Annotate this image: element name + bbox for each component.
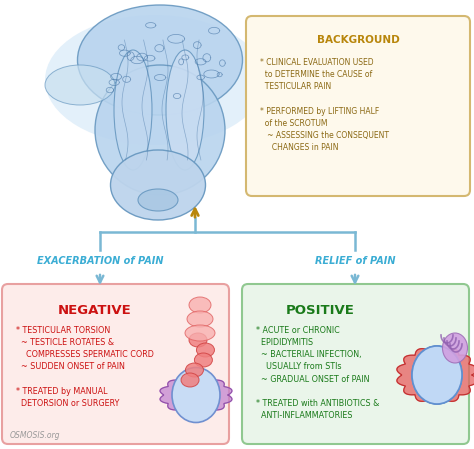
Ellipse shape [45,15,265,145]
FancyBboxPatch shape [242,284,469,444]
Ellipse shape [412,346,462,404]
Text: BACKGROUND: BACKGROUND [317,35,400,45]
Ellipse shape [114,50,152,170]
Ellipse shape [95,65,225,195]
Ellipse shape [196,343,214,357]
Ellipse shape [194,353,212,367]
Ellipse shape [45,65,115,105]
Ellipse shape [189,297,211,313]
Text: * CLINICAL EVALUATION USED
  to DETERMINE the CAUSE of
  TESTICULAR PAIN

* PERF: * CLINICAL EVALUATION USED to DETERMINE … [260,58,389,152]
Text: * ACUTE or CHRONIC
  EPIDIDYMITIS
  ~ BACTERIAL INFECTION,
    USUALLY from STIs: * ACUTE or CHRONIC EPIDIDYMITIS ~ BACTER… [256,326,379,420]
Ellipse shape [181,373,199,387]
Ellipse shape [166,50,204,170]
Ellipse shape [187,311,213,327]
Text: POSITIVE: POSITIVE [285,304,355,317]
Text: * TESTICULAR TORSION
  ~ TESTICLE ROTATES &
    COMPRESSES SPERMATIC CORD
  ~ SU: * TESTICULAR TORSION ~ TESTICLE ROTATES … [16,326,154,408]
Text: RELIEF of PAIN: RELIEF of PAIN [315,256,395,266]
Ellipse shape [172,367,220,423]
Ellipse shape [110,150,206,220]
FancyBboxPatch shape [246,16,470,196]
Polygon shape [160,376,232,414]
Polygon shape [397,346,474,404]
Ellipse shape [78,5,243,115]
Ellipse shape [185,363,203,377]
Ellipse shape [412,346,462,404]
FancyBboxPatch shape [2,284,229,444]
Ellipse shape [138,189,178,211]
Ellipse shape [185,325,215,341]
Text: NEGATIVE: NEGATIVE [58,304,132,317]
Text: EXACERBATION of PAIN: EXACERBATION of PAIN [37,256,163,266]
Ellipse shape [189,333,207,347]
Text: OSMOSIS.org: OSMOSIS.org [10,431,61,440]
Ellipse shape [443,333,467,363]
